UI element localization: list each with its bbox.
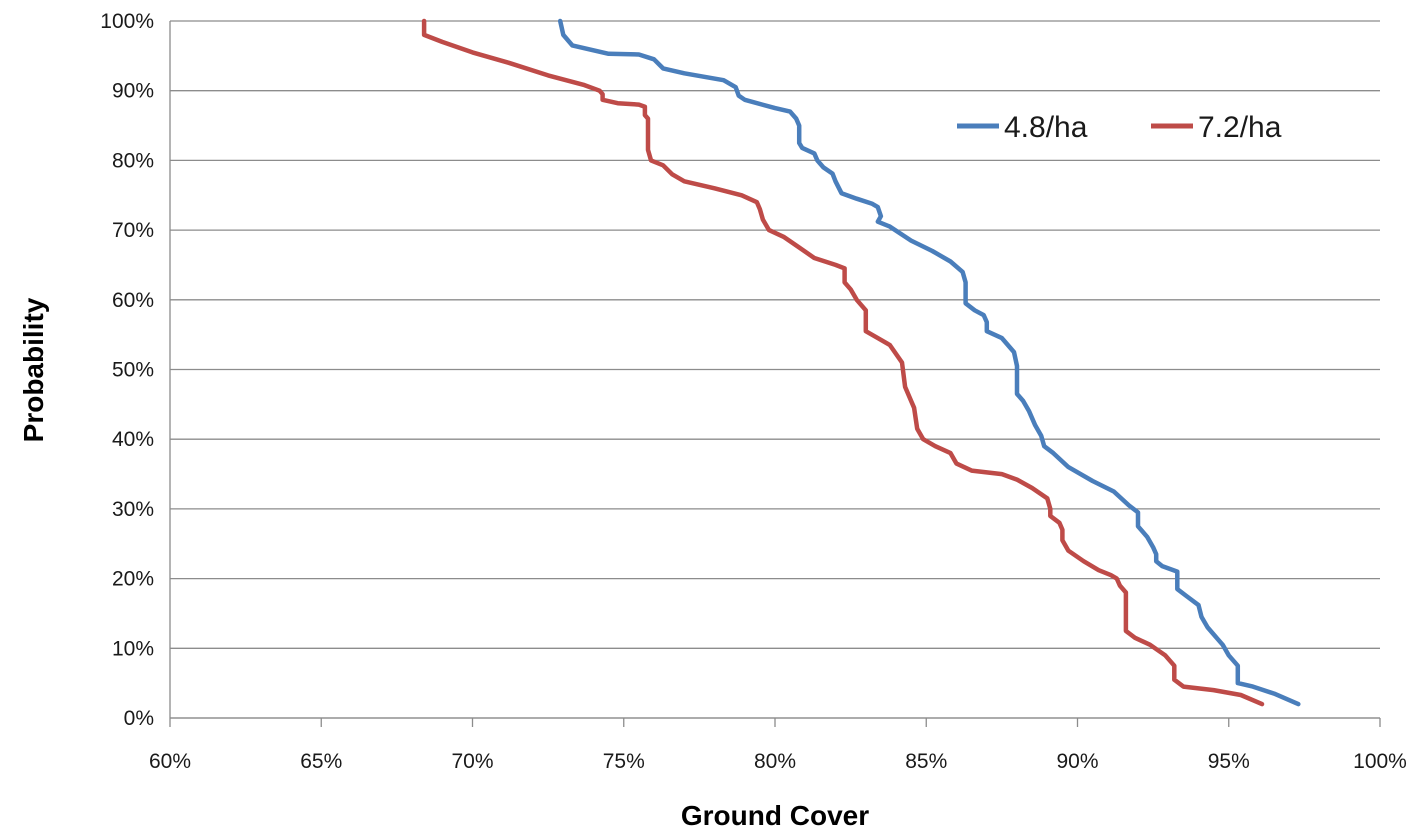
x-tick-label: 70%	[451, 750, 493, 773]
x-tick-label: 85%	[905, 750, 947, 773]
x-tick-label: 90%	[1056, 750, 1098, 773]
x-tick-label: 65%	[300, 750, 342, 773]
x-tick-label: 95%	[1208, 750, 1250, 773]
y-axis-title: Probability	[18, 297, 49, 442]
legend-label: 4.8/ha	[1004, 111, 1088, 144]
legend: 4.8/ha 7.2/ha	[957, 111, 1282, 144]
x-axis-title: Ground Cover	[681, 800, 869, 829]
y-tick-label: 100%	[100, 10, 154, 33]
y-tick-label: 30%	[112, 498, 154, 521]
y-tick-label: 60%	[112, 289, 154, 312]
y-tick-label: 50%	[112, 359, 154, 382]
y-tick-label: 0%	[124, 707, 154, 730]
axes: 0% 10% 20% 30% 40% 50% 60% 70% 80% 90% 100% 60% 65% 7…	[100, 10, 1407, 773]
y-tick-label: 80%	[112, 149, 154, 172]
axis-titles: Ground Cover Probability	[18, 297, 869, 829]
series-line-4-8-ha	[557, 18, 1301, 707]
x-tick-label: 100%	[1353, 750, 1407, 773]
y-tick-label: 70%	[112, 219, 154, 242]
gridlines	[170, 20, 1380, 719]
series-line-7-2-ha	[421, 18, 1265, 707]
y-tick-label: 20%	[112, 568, 154, 591]
y-tick-label: 10%	[112, 637, 154, 660]
x-tick-label: 75%	[603, 750, 645, 773]
series-lines	[421, 18, 1301, 707]
legend-label: 7.2/ha	[1198, 111, 1282, 144]
x-tick-label: 60%	[149, 750, 191, 773]
x-tick-label: 80%	[754, 750, 796, 773]
y-tick-label: 40%	[112, 428, 154, 451]
y-tick-label: 90%	[112, 80, 154, 103]
